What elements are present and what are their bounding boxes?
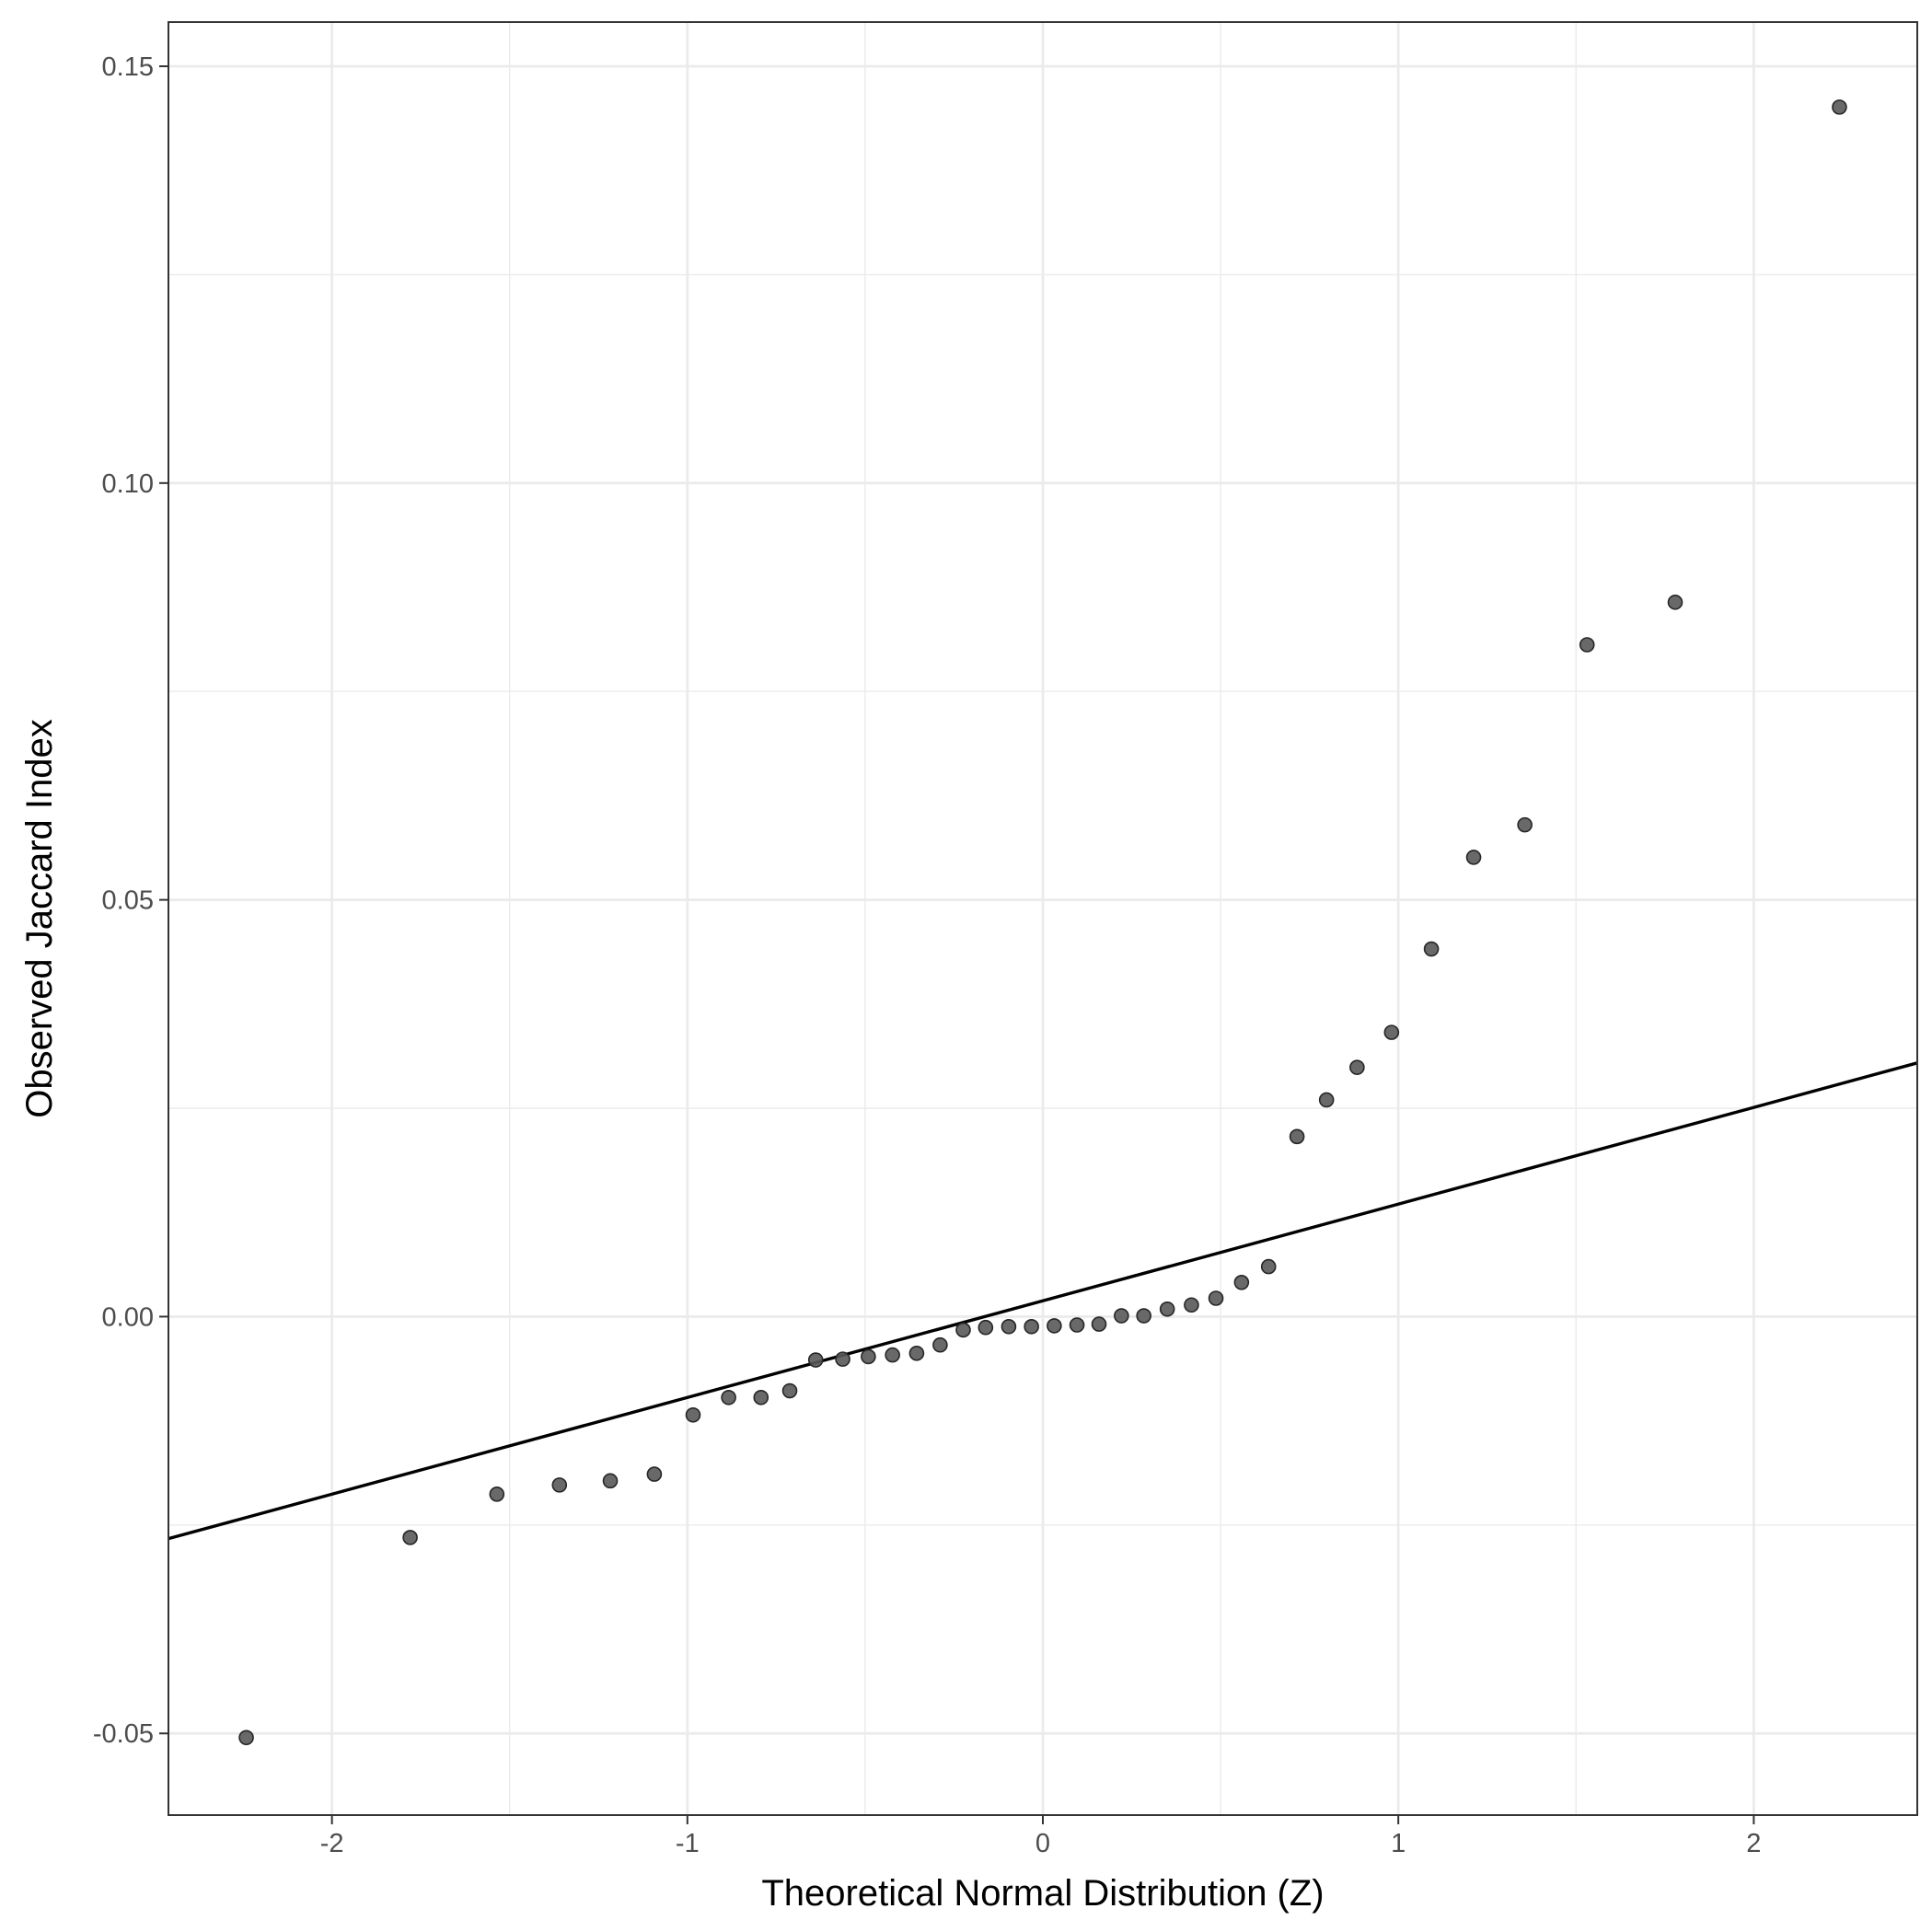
data-point <box>1091 1316 1107 1332</box>
data-point <box>238 1730 254 1746</box>
reference-line-layer <box>168 1061 1918 1541</box>
x-tick-label: 0 <box>1035 1829 1050 1858</box>
data-point <box>1159 1301 1175 1317</box>
data-point <box>1832 99 1847 115</box>
y-axis-ticks: -0.05 0.00 0.05 0.10 0.15 <box>93 52 168 1749</box>
data-point <box>861 1348 876 1365</box>
y-tick-label: 0.00 <box>102 1302 154 1332</box>
data-point <box>685 1406 701 1423</box>
data-point <box>835 1351 850 1367</box>
y-tick-label: 0.10 <box>102 469 154 499</box>
data-point <box>1383 1024 1400 1040</box>
data-point <box>1423 941 1440 957</box>
data-point <box>1114 1308 1129 1324</box>
y-axis-title: Observed Jaccard Index <box>19 719 60 1118</box>
data-point <box>646 1466 663 1482</box>
x-tick-label: 1 <box>1391 1829 1406 1858</box>
data-point <box>1260 1258 1277 1275</box>
data-point <box>781 1382 798 1399</box>
data-point <box>1465 850 1482 865</box>
data-points <box>238 99 1847 1746</box>
data-point <box>955 1322 971 1338</box>
data-point <box>807 1352 824 1368</box>
x-axis-ticks: -2 -1 0 1 2 <box>320 1815 1761 1858</box>
data-point <box>721 1389 736 1406</box>
y-tick-label: -0.05 <box>93 1719 154 1749</box>
data-point <box>1069 1317 1085 1333</box>
data-point <box>885 1347 900 1363</box>
data-point <box>602 1473 619 1489</box>
data-point <box>489 1487 505 1502</box>
data-point <box>1184 1297 1199 1313</box>
x-axis-title: Theoretical Normal Distribution (Z) <box>761 1873 1324 1914</box>
data-point <box>1136 1308 1151 1324</box>
data-point <box>551 1477 568 1493</box>
x-tick-label: 2 <box>1746 1829 1761 1858</box>
data-point <box>1349 1059 1365 1075</box>
data-point <box>402 1530 418 1545</box>
data-point <box>753 1389 769 1406</box>
qq-reference-line <box>168 1061 1918 1541</box>
y-tick-label: 0.05 <box>102 886 154 916</box>
x-tick-label: -2 <box>320 1829 344 1858</box>
y-tick-label: 0.15 <box>102 52 154 82</box>
major-gridlines <box>168 22 1917 1815</box>
data-point <box>1318 1092 1335 1108</box>
x-tick-label: -1 <box>676 1829 700 1858</box>
data-point <box>1208 1290 1224 1306</box>
data-point <box>1667 595 1683 610</box>
data-point <box>1024 1319 1039 1335</box>
data-point <box>908 1345 925 1361</box>
data-point <box>1289 1128 1305 1145</box>
data-point <box>1047 1318 1062 1334</box>
data-point <box>1233 1275 1250 1290</box>
data-point <box>1001 1319 1017 1335</box>
data-point <box>1517 816 1533 833</box>
data-point <box>978 1319 994 1336</box>
data-point <box>932 1336 948 1353</box>
data-point <box>1579 637 1595 653</box>
